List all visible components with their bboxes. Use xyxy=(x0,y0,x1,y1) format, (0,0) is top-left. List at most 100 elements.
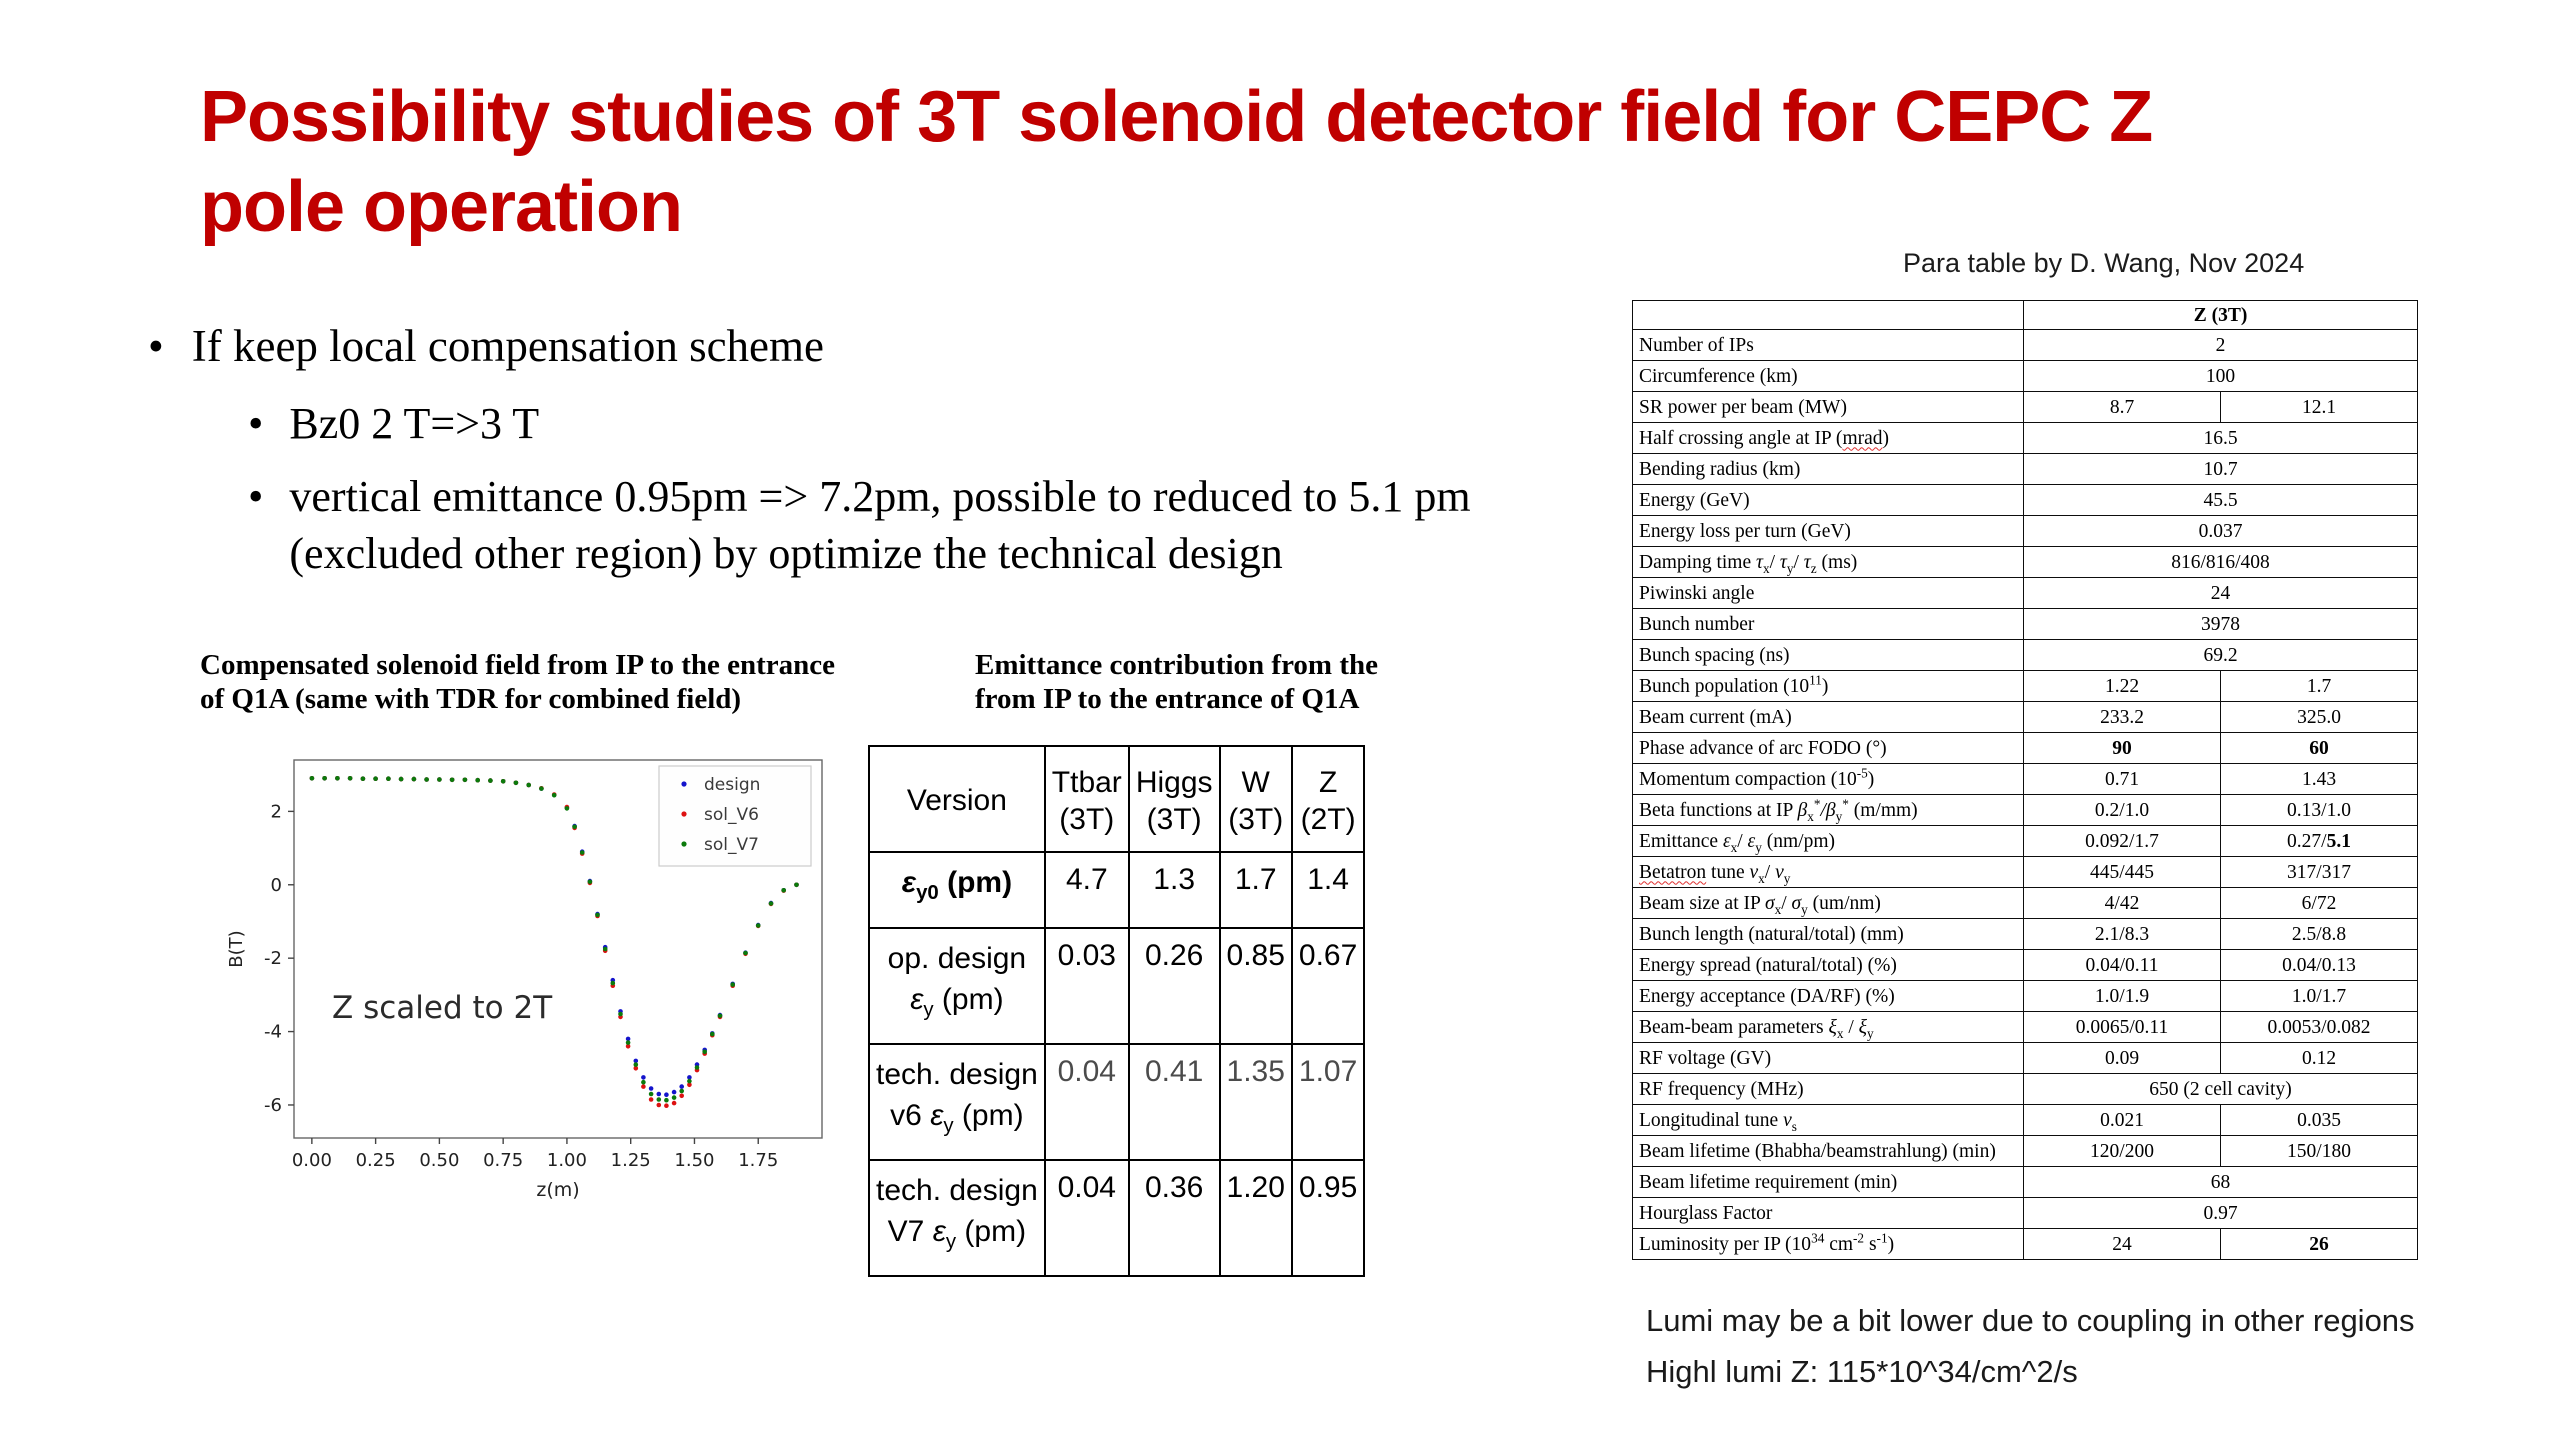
data-point xyxy=(730,982,735,987)
bullet-level1: If keep local compensation scheme xyxy=(148,320,1548,372)
table-cell: 0.021 xyxy=(2023,1104,2221,1136)
table-cell: 1.35 xyxy=(1218,1043,1293,1161)
row-label: Half crossing angle at IP (mrad) xyxy=(1632,422,2024,454)
table-cell: 0.09 xyxy=(2023,1042,2221,1074)
table-cell: 1.07 xyxy=(1290,1043,1366,1161)
y-tick-label: -6 xyxy=(264,1095,282,1116)
data-point xyxy=(717,1013,723,1019)
table-cell: 3978 xyxy=(2023,608,2418,640)
legend-label: sol_V7 xyxy=(704,835,759,855)
x-tick-label: 0.00 xyxy=(292,1150,332,1171)
row-label: Luminosity per IP (1034 cm-2 s-1) xyxy=(1632,1228,2024,1260)
row-label: Beam lifetime (Bhabha/beamstrahlung) (mi… xyxy=(1632,1135,2024,1167)
table-cell: 60 xyxy=(2220,732,2418,764)
table-row: Beta functions at IP βx*/βy* (m/mm) 0.2/1… xyxy=(1632,794,2418,826)
table-cell: 120/200 xyxy=(2023,1135,2221,1167)
data-point xyxy=(335,776,340,781)
row-label: RF voltage (GV) xyxy=(1632,1042,2024,1074)
data-point xyxy=(656,1091,662,1097)
table-cell: 1.0/1.7 xyxy=(2220,980,2418,1012)
row-label: Hourglass Factor xyxy=(1632,1197,2024,1229)
table-row: Emittance εx/ εy (nm/pm) 0.092/1.7 0.27/5.… xyxy=(1632,825,2418,857)
table-row: Beam lifetime requirement (min) 68 xyxy=(1632,1166,2418,1198)
table-cell: 68 xyxy=(2023,1166,2418,1198)
table-row: Energy (GeV) 45.5 xyxy=(1632,484,2418,516)
data-point xyxy=(648,1091,654,1097)
row-label: Beta functions at IP βx*/βy* (m/mm) xyxy=(1632,794,2024,826)
data-point xyxy=(656,1102,662,1108)
bullet-level2-a: Bz0 2 T=>3 T xyxy=(248,398,1608,449)
table-cell: 0.0053/0.082 xyxy=(2220,1011,2418,1043)
data-point xyxy=(664,1097,669,1103)
table-cell: 0.67 xyxy=(1290,927,1366,1045)
chart-heading: Compensated solenoid field from IP to th… xyxy=(200,648,970,716)
table-cell: 0.037 xyxy=(2023,515,2418,547)
table-cell: 12.1 xyxy=(2220,391,2418,423)
table-cell: 8.7 xyxy=(2023,391,2221,423)
x-tick-label: 1.25 xyxy=(611,1150,651,1171)
data-point xyxy=(625,1040,631,1045)
data-point xyxy=(781,888,786,893)
table-row: Number of IPs 2 xyxy=(1632,329,2418,361)
table-row: RF frequency (MHz) 650 (2 cell cavity) xyxy=(1632,1073,2418,1105)
data-point xyxy=(671,1100,677,1106)
row-label: Number of IPs xyxy=(1632,329,2024,361)
table-row: Momentum compaction (10-5) 0.71 1.43 xyxy=(1632,763,2418,795)
data-point xyxy=(679,1093,684,1099)
table-cell: 325.0 xyxy=(2220,701,2418,733)
data-point xyxy=(449,777,455,783)
data-point xyxy=(411,776,417,782)
table-row: Betatron tune νx/ νy 445/445 317/317 xyxy=(1632,856,2418,888)
data-point xyxy=(347,776,353,781)
data-point xyxy=(648,1086,654,1091)
table-cell: 2.5/8.8 xyxy=(2220,918,2418,950)
row-label: Bunch length (natural/total) (mm) xyxy=(1632,918,2024,950)
row-label: Emittance εx/ εy (nm/pm) xyxy=(1632,825,2024,857)
emittance-heading: Emittance contribution from the from IP … xyxy=(975,648,1575,716)
emittance-heading-line1: Emittance contribution from the xyxy=(975,649,1378,681)
data-point xyxy=(768,901,774,906)
table-cell: 0.092/1.7 xyxy=(2023,825,2221,857)
y-tick-label: -4 xyxy=(264,1022,282,1043)
parameter-table: Z (3T) Number of IPs 2 Circumference (km) 10… xyxy=(1632,300,2418,1260)
table-cell: 6/72 xyxy=(2220,887,2418,919)
table-row: Energy acceptance (DA/RF) (%) 1.0/1.9 1.0/… xyxy=(1632,980,2418,1012)
table-cell: 0.97 xyxy=(2023,1197,2418,1229)
data-point xyxy=(710,1031,715,1037)
table-cell: 150/180 xyxy=(2220,1135,2418,1167)
table-cell: 0.0065/0.11 xyxy=(2023,1011,2221,1043)
table-row: Beam current (mA) 233.2 325.0 xyxy=(1632,701,2418,733)
data-point xyxy=(488,778,493,783)
data-point xyxy=(309,776,315,781)
data-point xyxy=(579,850,585,855)
data-point xyxy=(641,1079,646,1085)
table-row: Luminosity per IP (1034 cm-2 s-1) 24 26 xyxy=(1632,1228,2418,1260)
data-point xyxy=(755,923,761,928)
data-point xyxy=(602,946,608,952)
bullet-level1-text: If keep local compensation scheme xyxy=(191,321,825,371)
row-label: Beam current (mA) xyxy=(1632,701,2024,733)
table-cell: 100 xyxy=(2023,360,2418,392)
data-point xyxy=(633,1058,639,1064)
emittance-header-row: Version Ttbar (3T) Higgs (3T) W (3T) Z (2T) xyxy=(868,745,1366,853)
row-label: Energy (GeV) xyxy=(1632,484,2024,516)
table-cell: 0.12 xyxy=(2220,1042,2418,1074)
data-point xyxy=(633,1066,639,1071)
table-row: Energy loss per turn (GeV) 0.037 xyxy=(1632,515,2418,547)
data-point xyxy=(671,1089,677,1095)
table-cell: 2 xyxy=(2023,329,2418,361)
row-label: Beam lifetime requirement (min) xyxy=(1632,1166,2024,1198)
data-point xyxy=(687,1075,692,1080)
table-cell: 24 xyxy=(2023,1228,2221,1260)
legend-label: design xyxy=(704,775,760,795)
data-point xyxy=(648,1097,654,1102)
table-row: Bunch population (1011) 1.22 1.7 xyxy=(1632,670,2418,702)
page-title-line2: pole operation xyxy=(200,167,683,247)
table-cell: 0.36 xyxy=(1127,1159,1221,1277)
table-cell: 0.2/1.0 xyxy=(2023,794,2221,826)
data-point xyxy=(587,879,593,885)
table-cell: 0.26 xyxy=(1127,927,1221,1045)
table-cell: 1.0/1.9 xyxy=(2023,980,2221,1012)
data-point xyxy=(526,782,531,788)
para-table-caption: Para table by D. Wang, Nov 2024 xyxy=(1903,248,2305,278)
